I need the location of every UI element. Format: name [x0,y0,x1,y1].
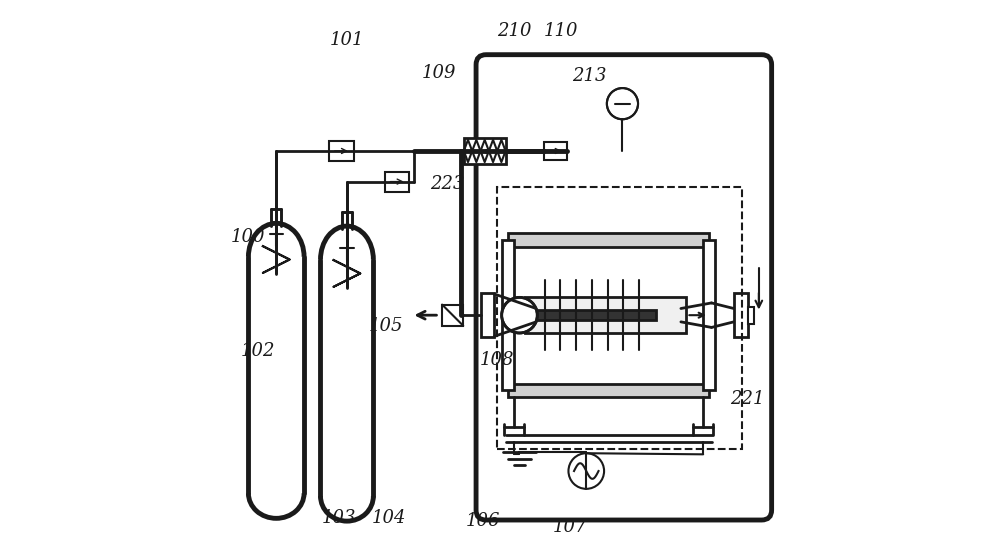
Bar [525,297,686,333]
Bar [481,293,494,338]
Text: 103: 103 [321,509,356,527]
Text: 101: 101 [330,31,364,49]
Bar [508,384,709,397]
Bar [544,142,567,161]
Bar [497,187,742,449]
Bar [734,293,748,338]
Text: 104: 104 [371,509,406,527]
Circle shape [502,297,537,333]
Text: 106: 106 [466,512,501,530]
Bar [703,240,715,391]
Bar [528,310,656,320]
Bar [502,240,514,391]
Text: 107: 107 [552,518,587,536]
Bar [385,171,409,191]
Bar [464,138,506,164]
Text: 108: 108 [480,351,514,369]
Text: 213: 213 [572,67,606,85]
FancyBboxPatch shape [476,55,772,520]
Bar [748,307,754,324]
Text: 102: 102 [241,343,275,360]
Circle shape [607,88,638,119]
Bar [508,233,709,247]
Bar [329,141,354,161]
Text: 109: 109 [422,64,456,82]
Bar [442,305,463,326]
Text: 105: 105 [369,318,403,335]
Text: 221: 221 [730,389,765,408]
Text: 223: 223 [430,175,464,194]
Text: 100: 100 [231,228,266,246]
Text: 210: 210 [497,22,531,40]
Text: 110: 110 [544,22,578,40]
